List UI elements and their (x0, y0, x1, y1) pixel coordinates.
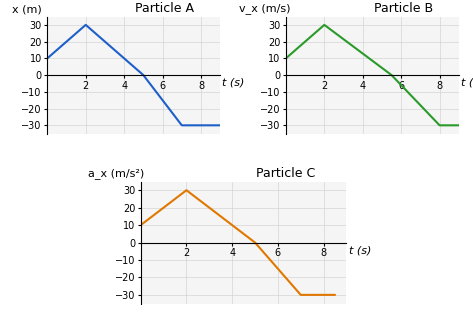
Text: Particle A: Particle A (135, 2, 194, 15)
Text: t (s): t (s) (461, 78, 473, 87)
Y-axis label: x (m): x (m) (12, 4, 42, 14)
Y-axis label: a_x (m/s²): a_x (m/s²) (88, 168, 144, 179)
Y-axis label: v_x (m/s): v_x (m/s) (239, 3, 291, 14)
Text: t (s): t (s) (349, 245, 371, 255)
Text: t (s): t (s) (222, 78, 245, 87)
Text: Particle B: Particle B (374, 2, 433, 15)
Text: Particle C: Particle C (256, 167, 315, 180)
